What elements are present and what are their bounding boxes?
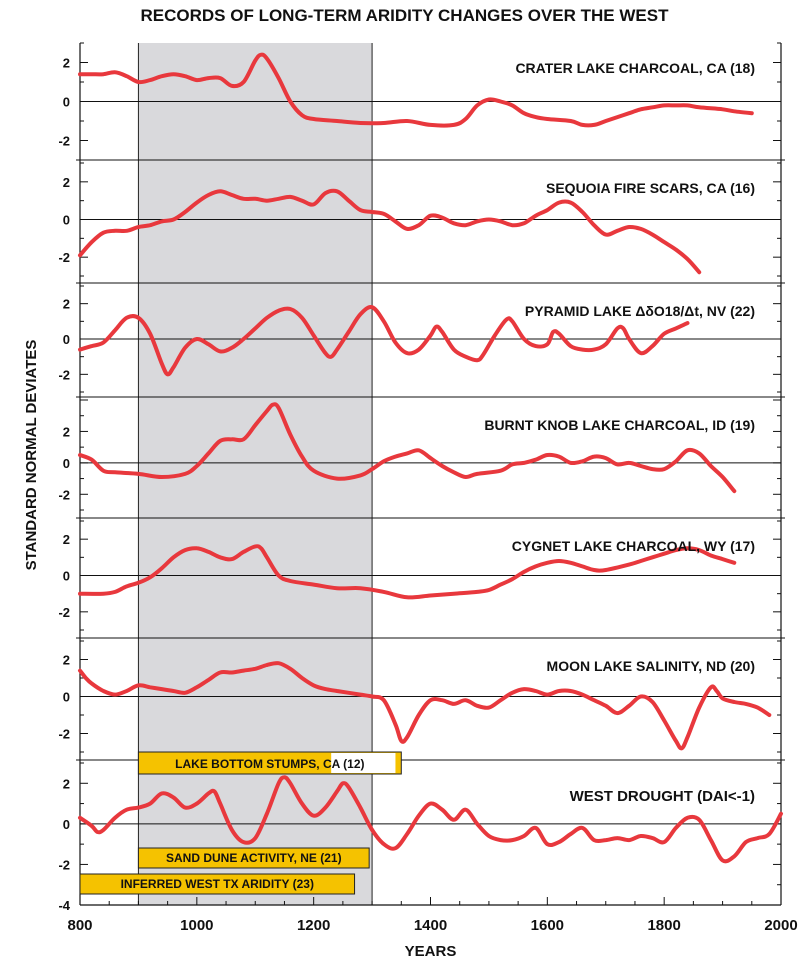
x-tick-label: 800: [67, 917, 92, 934]
chart-title: RECORDS OF LONG-TERM ARIDITY CHANGES OVE…: [140, 6, 669, 25]
series-name: WEST DROUGHT (DAI<-1): [570, 788, 755, 805]
y-tick-label: 0: [63, 569, 70, 584]
y-tick-label: 2: [63, 175, 70, 190]
y-tick-label: 0: [63, 95, 70, 110]
y-tick-label: -2: [58, 487, 70, 502]
series-line: [78, 402, 737, 494]
y-tick-label: -2: [58, 250, 70, 265]
series-line: [78, 661, 772, 751]
series-line: [78, 775, 783, 864]
y-tick-label: 0: [63, 690, 70, 705]
interval-bar-label: SAND DUNE ACTIVITY, NE (21): [166, 851, 342, 865]
interval-bar-label: INFERRED WEST TX ARIDITY (23): [121, 877, 314, 891]
series-name: MOON LAKE SALINITY, ND (20): [547, 658, 755, 674]
series-name: BURNT KNOB LAKE CHARCOAL, ID (19): [484, 417, 755, 433]
x-axis-label: YEARS: [405, 943, 457, 960]
x-tick-label: 1000: [180, 917, 213, 934]
x-tick-label: 1600: [531, 917, 564, 934]
x-tick-label: 1800: [647, 917, 680, 934]
y-tick-label: 2: [63, 56, 70, 71]
y-tick-label: 0: [63, 817, 70, 832]
interval-bar-highlight: [331, 753, 396, 773]
y-tick-label: 2: [63, 424, 70, 439]
series-name: PYRAMID LAKE ΔδO18/Δt, NV (22): [525, 303, 755, 319]
y-tick-label: 0: [63, 213, 70, 228]
y-tick-label: -4: [58, 898, 70, 913]
y-tick-label: -2: [58, 857, 70, 872]
y-tick-label: 0: [63, 332, 70, 347]
y-axis-label: STANDARD NORMAL DEVIATES: [23, 340, 40, 571]
x-tick-label: 2000: [764, 917, 797, 934]
series-line: [78, 305, 690, 377]
x-tick-label: 1200: [297, 917, 330, 934]
series-name: CYGNET LAKE CHARCOAL, WY (17): [512, 538, 755, 554]
series-line: [78, 52, 754, 128]
series-name: SEQUOIA FIRE SCARS, CA (16): [546, 180, 755, 196]
y-tick-label: 2: [63, 297, 70, 312]
shaded-interval: [138, 43, 373, 905]
y-tick-label: -2: [58, 134, 70, 149]
y-tick-label: 0: [63, 456, 70, 471]
y-tick-label: 2: [63, 776, 70, 791]
y-tick-label: 2: [63, 653, 70, 668]
interval-bar: [79, 873, 356, 895]
y-tick-label: -2: [58, 727, 70, 742]
series-line: [78, 544, 737, 600]
series-line: [78, 188, 702, 275]
interval-bar-label: LAKE BOTTOM STUMPS, CA (12): [175, 757, 364, 771]
interval-bar: [137, 847, 370, 869]
y-tick-label: 2: [63, 532, 70, 547]
series-name: CRATER LAKE CHARCOAL, CA (18): [515, 60, 755, 76]
y-tick-label: -2: [58, 367, 70, 382]
y-tick-label: -2: [58, 605, 70, 620]
x-tick-label: 1400: [414, 917, 447, 934]
